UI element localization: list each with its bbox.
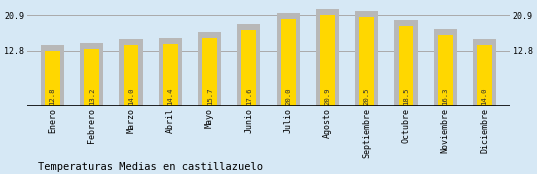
Text: Temperaturas Medias en castillazuelo: Temperaturas Medias en castillazuelo xyxy=(38,162,263,172)
Text: 14.0: 14.0 xyxy=(482,88,488,105)
Bar xyxy=(159,38,182,106)
Bar xyxy=(355,11,378,106)
Bar xyxy=(277,13,300,106)
Text: 13.2: 13.2 xyxy=(89,88,95,105)
Text: 18.5: 18.5 xyxy=(403,88,409,105)
Bar xyxy=(473,39,496,106)
Bar xyxy=(237,24,260,106)
Text: 14.0: 14.0 xyxy=(128,88,134,105)
Bar xyxy=(124,45,139,106)
Text: 20.5: 20.5 xyxy=(364,88,369,105)
Bar xyxy=(45,51,60,106)
Bar xyxy=(242,30,256,106)
Text: 12.8: 12.8 xyxy=(49,88,55,105)
Bar xyxy=(320,15,335,106)
Text: 20.0: 20.0 xyxy=(285,88,291,105)
Bar xyxy=(80,43,103,106)
Bar xyxy=(198,32,221,106)
Text: 17.6: 17.6 xyxy=(246,88,252,105)
Text: 16.3: 16.3 xyxy=(442,88,448,105)
Bar xyxy=(316,9,339,106)
Text: 15.7: 15.7 xyxy=(207,88,213,105)
Bar xyxy=(398,26,413,106)
Bar xyxy=(394,20,418,106)
Bar xyxy=(438,35,453,106)
Bar xyxy=(202,38,217,106)
Bar xyxy=(163,44,178,106)
Text: 20.9: 20.9 xyxy=(324,88,330,105)
Bar xyxy=(119,39,143,106)
Bar xyxy=(359,17,374,106)
Bar xyxy=(41,45,64,106)
Bar xyxy=(84,49,99,106)
Bar xyxy=(434,29,457,106)
Text: 14.4: 14.4 xyxy=(168,88,173,105)
Bar xyxy=(477,45,492,106)
Bar xyxy=(281,19,295,106)
